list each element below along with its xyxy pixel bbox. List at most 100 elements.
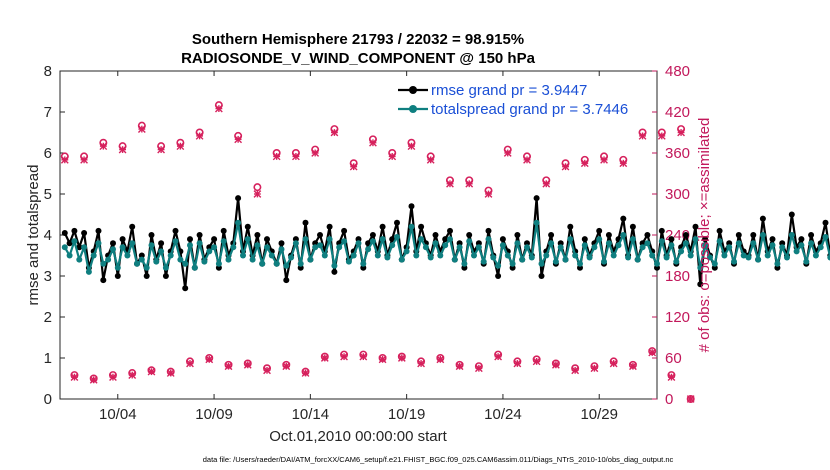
totalspread-point — [76, 256, 83, 263]
totalspread-point — [215, 260, 222, 267]
totalspread-point — [365, 246, 372, 253]
totalspread-point — [519, 256, 526, 263]
obs-assimilated-marker — [157, 145, 165, 154]
totalspread-point — [264, 244, 270, 251]
rmse-point — [654, 264, 660, 271]
totalspread-point — [350, 252, 357, 259]
rmse-point — [702, 236, 709, 243]
obs-assimilated-marker — [590, 364, 599, 373]
totalspread-point — [524, 244, 530, 251]
rmse-point — [788, 211, 795, 218]
rmse-point — [456, 240, 463, 247]
totalspread-point — [769, 242, 776, 249]
totalspread-point — [716, 238, 723, 245]
rmse-point — [143, 273, 150, 279]
totalspread-point — [707, 254, 713, 261]
y-right-tick-label: 120 — [665, 309, 690, 326]
totalspread-point — [182, 260, 189, 267]
obs-assimilated-marker — [407, 142, 416, 151]
rmse-point — [110, 240, 116, 247]
chart-title-line1: Southern Hemisphere 21793 / 22032 = 98.9… — [192, 31, 524, 48]
totalspread-point — [471, 252, 477, 259]
rmse-point — [129, 223, 136, 230]
totalspread-point — [548, 240, 555, 247]
totalspread-point — [196, 240, 203, 247]
x-tick-label: 10/14 — [292, 406, 330, 423]
totalspread-point — [442, 242, 449, 249]
totalspread-point — [687, 252, 694, 259]
rmse-point — [292, 236, 299, 243]
totalspread-point — [639, 244, 646, 251]
legend-rmse-marker — [409, 86, 417, 94]
totalspread-point — [302, 236, 309, 243]
obs-assimilated-marker — [118, 145, 127, 154]
rmse-point — [297, 264, 304, 271]
obs-assimilated-marker — [243, 360, 252, 369]
obs-assimilated-marker — [137, 125, 146, 133]
rmse-point — [485, 227, 492, 234]
totalspread-point — [658, 238, 665, 245]
totalspread-point — [398, 256, 405, 263]
y-tick-label: 6 — [44, 145, 52, 162]
totalspread-point — [172, 238, 179, 245]
y-right-tick-label: 300 — [665, 186, 690, 203]
rmse-point — [220, 227, 227, 234]
totalspread-point — [403, 248, 410, 255]
rmse-point — [317, 232, 323, 238]
totalspread-point — [451, 256, 458, 263]
rmse-point — [538, 273, 545, 279]
totalspread-point — [668, 242, 675, 249]
rmse-point — [326, 223, 333, 230]
x-axis: 10/04 10/09 10/14 10/19 10/24 10/29 — [99, 71, 618, 423]
y-axis-label: rmse and totalspread — [25, 165, 42, 306]
obs-assimilated-marker — [609, 359, 618, 368]
y-tick-label: 2 — [44, 309, 52, 326]
totalspread-point — [726, 244, 733, 251]
series-lines — [61, 195, 830, 292]
totalspread-point — [278, 246, 285, 253]
y-tick-label: 5 — [44, 186, 52, 203]
obs-assimilated-marker — [263, 366, 271, 375]
totalspread-point — [490, 254, 497, 261]
obs-assimilated-marker — [214, 104, 223, 113]
rmse-point — [211, 236, 218, 243]
rmse-point — [620, 215, 627, 222]
totalspread-point — [124, 252, 131, 259]
totalspread-point — [211, 244, 218, 251]
totalspread-point — [543, 252, 550, 259]
obs-assimilated-marker — [417, 359, 425, 368]
totalspread-point — [798, 242, 805, 249]
totalspread-point — [610, 252, 617, 259]
obs-assimilated-marker — [474, 364, 483, 373]
totalspread-point — [326, 236, 333, 243]
totalspread-point — [360, 260, 367, 267]
totalspread-point — [538, 260, 545, 267]
totalspread-point — [422, 244, 429, 251]
rmse-point — [779, 240, 786, 247]
rmse-point — [100, 277, 107, 284]
totalspread-point — [220, 238, 227, 245]
totalspread-point — [499, 242, 506, 249]
totalspread-point — [504, 252, 511, 259]
obs-assimilated-marker — [166, 369, 175, 377]
totalspread-point — [803, 258, 810, 265]
totalspread-point — [201, 258, 208, 265]
totalspread-point — [615, 242, 622, 249]
totalspread-point — [148, 242, 155, 249]
obs-assimilated-marker — [484, 190, 493, 198]
totalspread-point — [601, 258, 607, 265]
obs-assimilated-marker — [436, 355, 445, 364]
totalspread-point — [129, 240, 136, 247]
totalspread-point — [788, 232, 795, 238]
rmse-point — [533, 195, 540, 202]
rmse-point — [461, 264, 468, 271]
totalspread-point — [634, 256, 641, 263]
totalspread-point — [95, 240, 102, 247]
obs-assimilated-marker — [205, 355, 214, 364]
totalspread-point — [321, 252, 328, 259]
totalspread-point — [158, 248, 165, 255]
obs-assimilated-marker — [455, 362, 464, 371]
obs-assimilated-marker — [369, 138, 377, 147]
rmse-point — [514, 232, 521, 238]
y-right-tick-label: 180 — [665, 268, 690, 285]
